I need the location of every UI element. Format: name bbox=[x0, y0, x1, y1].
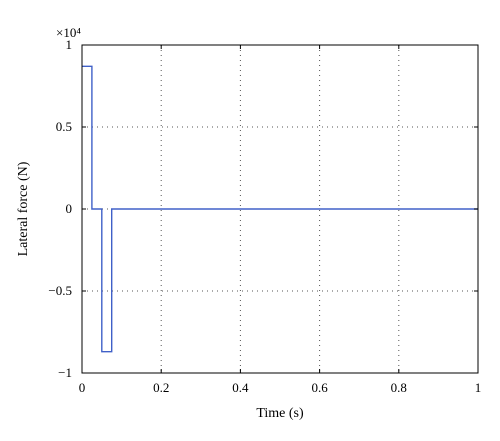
y-tick-label: 1 bbox=[66, 37, 73, 52]
y-scale-label: ×10⁴ bbox=[56, 25, 81, 40]
tick-marks bbox=[81, 44, 479, 374]
x-tick-labels: 0 0.2 0.4 0.6 0.8 1 bbox=[79, 380, 482, 395]
x-tick-label: 0 bbox=[79, 380, 86, 395]
plot-series bbox=[82, 65, 478, 353]
y-tick-label: 0.5 bbox=[56, 119, 72, 134]
x-tick-label: 1 bbox=[475, 380, 482, 395]
x-tick-label: 0.6 bbox=[311, 380, 328, 395]
y-tick-label: −1 bbox=[58, 365, 72, 380]
series-line bbox=[82, 65, 478, 353]
x-tick-label: 0.4 bbox=[232, 380, 249, 395]
y-tick-labels: −1 −0.5 0 0.5 1 bbox=[48, 37, 72, 380]
x-tick-label: 0.2 bbox=[153, 380, 169, 395]
y-tick-label: −0.5 bbox=[48, 283, 72, 298]
y-tick-label: 0 bbox=[66, 201, 73, 216]
y-axis-label: Lateral force (N) bbox=[16, 161, 31, 256]
x-axis-label: Time (s) bbox=[256, 406, 304, 421]
x-tick-label: 0.8 bbox=[391, 380, 407, 395]
